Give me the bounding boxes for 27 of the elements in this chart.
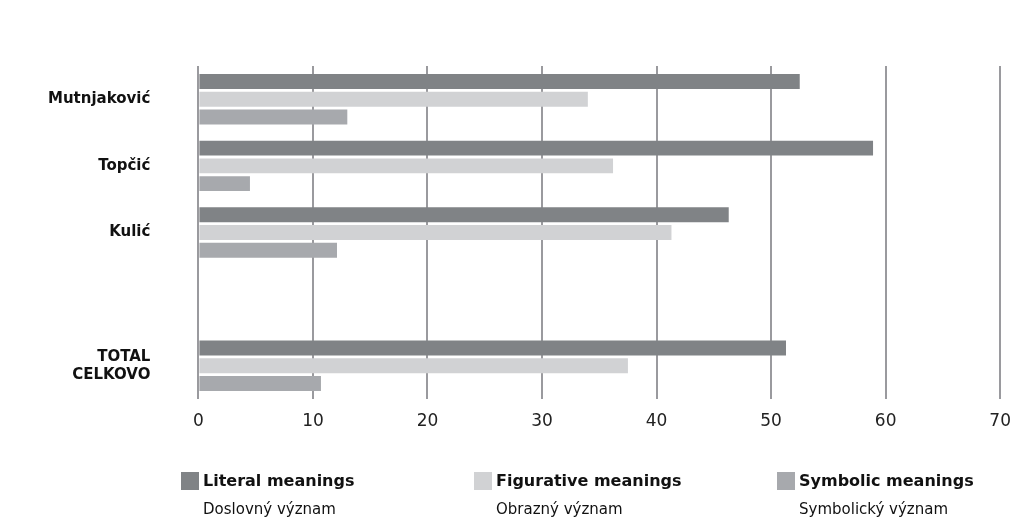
legend-label: Literal meanings Doslovný význam bbox=[203, 470, 355, 520]
x-tick-label: 70 bbox=[989, 409, 1011, 430]
y-tick-label: Topčić bbox=[98, 155, 151, 174]
legend-label: Symbolic meanings Symbolický význam bbox=[799, 470, 974, 520]
x-tick-label: 0 bbox=[192, 409, 204, 430]
bar bbox=[199, 91, 588, 107]
x-tick-label: 50 bbox=[760, 409, 782, 430]
bar bbox=[199, 109, 348, 125]
bar bbox=[199, 74, 800, 89]
legend-label: Figurative meanings Obrazný význam bbox=[496, 470, 682, 520]
bar bbox=[199, 140, 874, 156]
x-tick-label: 10 bbox=[302, 409, 324, 430]
bar bbox=[199, 358, 628, 374]
bar bbox=[199, 158, 614, 174]
x-tick-label: 30 bbox=[531, 409, 553, 430]
y-tick-label: Kulić bbox=[109, 222, 151, 241]
y-tick-label: Mutnjaković bbox=[47, 89, 151, 108]
bar bbox=[199, 340, 786, 356]
bar bbox=[199, 207, 729, 223]
bar bbox=[199, 376, 321, 391]
bar bbox=[199, 242, 337, 258]
y-tick-label: TOTAL CELKOVO bbox=[72, 346, 151, 383]
bar bbox=[199, 176, 250, 192]
x-tick-label: 20 bbox=[416, 409, 439, 430]
bar bbox=[199, 225, 672, 240]
x-tick-label: 40 bbox=[645, 409, 668, 430]
x-tick-label: 60 bbox=[874, 409, 897, 430]
